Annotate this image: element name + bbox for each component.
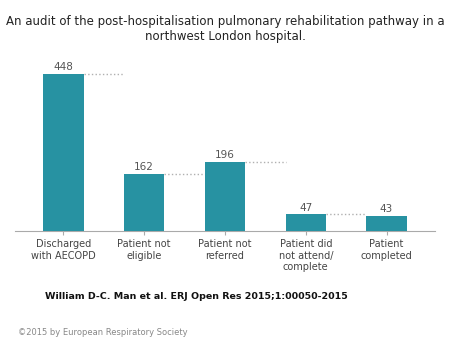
Text: 196: 196 — [215, 150, 235, 160]
Title: An audit of the post-hospitalisation pulmonary rehabilitation pathway in a north: An audit of the post-hospitalisation pul… — [6, 15, 444, 43]
Bar — [286, 214, 326, 231]
Bar — [124, 174, 164, 231]
Text: 162: 162 — [134, 162, 154, 172]
Text: 43: 43 — [380, 204, 393, 214]
Text: ©2015 by European Respiratory Society: ©2015 by European Respiratory Society — [18, 328, 188, 337]
Bar — [366, 216, 407, 231]
Text: 448: 448 — [54, 62, 73, 72]
Text: William D-C. Man et al. ERJ Open Res 2015;1:00050-2015: William D-C. Man et al. ERJ Open Res 201… — [45, 292, 348, 301]
Bar — [205, 162, 245, 231]
Text: 47: 47 — [299, 202, 312, 213]
Bar — [43, 74, 84, 231]
